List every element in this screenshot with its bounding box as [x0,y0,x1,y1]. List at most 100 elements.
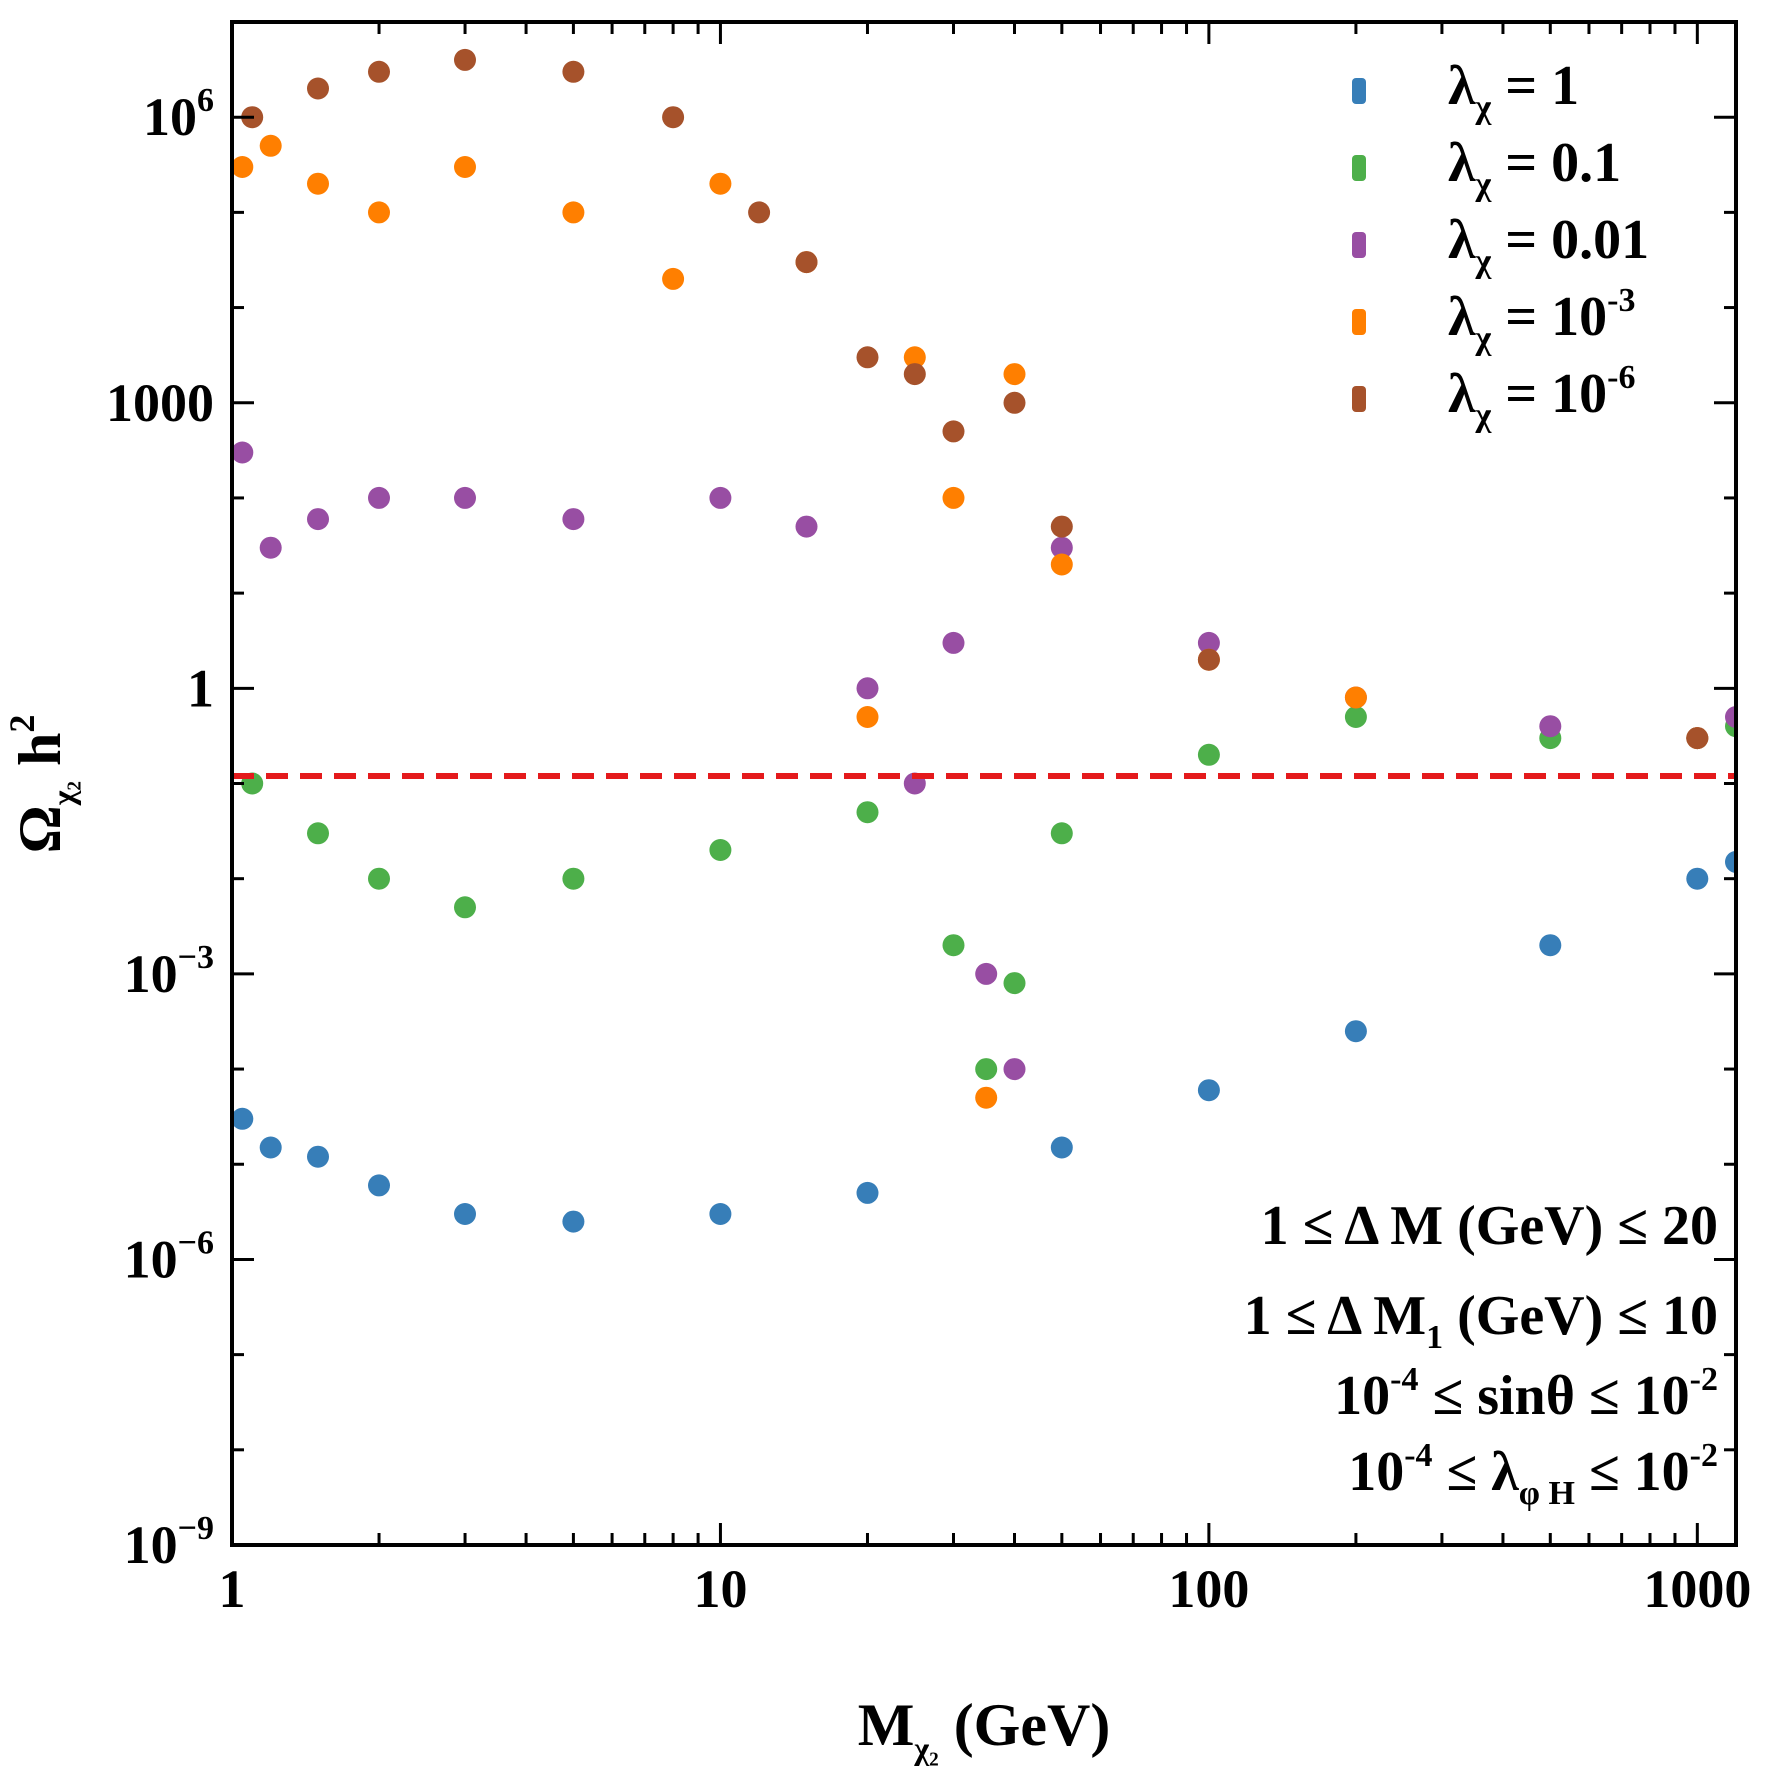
data-point [975,1086,998,1109]
data-point [1197,648,1220,671]
scatter-points [232,48,1736,1233]
data-point [1050,536,1073,559]
data-point [1539,715,1562,738]
data-point [562,201,585,224]
data-point [307,77,329,100]
data-point [232,441,254,464]
x-axis-label: Mχ₂ (GeV) [858,1692,1111,1766]
series-3 [232,441,1736,1081]
x-tick-label: 100 [1168,1559,1249,1619]
data-point [1050,515,1073,538]
data-point [307,172,329,195]
legend-label: λχ = 0.1 [1448,132,1621,203]
y-axis-label-sup: 2 [2,715,42,733]
data-point [975,962,998,985]
data-point [795,515,818,538]
y-axis-label: Ωχ₂ h2 [2,715,81,854]
data-point [1725,850,1736,873]
x-axis-label-sub: χ₂ [913,1730,938,1766]
x-axis-label-unit: (GeV) [954,1692,1111,1758]
data-point [454,896,476,919]
data-point [1003,391,1026,414]
data-point [259,536,282,559]
legend-marker [1352,386,1366,412]
data-point [856,706,879,728]
annotation-line: 1 ≤ Δ M (GeV) ≤ 20 [1261,1195,1718,1257]
data-point [259,134,282,157]
data-point [942,420,965,443]
y-tick-label: 10−3 [124,939,214,1004]
data-point [1050,822,1073,845]
data-point [1050,553,1073,576]
data-point [1344,1020,1367,1043]
data-point [454,486,476,509]
data-point [1197,631,1220,654]
y-tick-labels: 10−9 10−6 10−3 1 1000 106 [106,82,214,1575]
data-point [1344,706,1367,728]
y-axis-label-main: Ω [7,805,73,853]
y-tick-label: 106 [143,82,214,147]
legend-label: λχ = 10-6 [1448,359,1635,434]
data-point [454,156,476,178]
x-tick-label: 10 [693,1559,747,1619]
legend-marker [1352,309,1366,335]
x-tick-label: 1000 [1643,1559,1751,1619]
x-tick-labels: 1 10 100 1000 [219,1559,1752,1619]
data-point [1003,1058,1026,1081]
data-point [709,172,732,195]
legend-marker [1352,78,1366,104]
data-point [1344,686,1367,709]
y-tick-label: 1000 [106,373,214,433]
data-point [903,363,926,386]
data-point [856,801,879,824]
data-point [368,60,390,83]
data-point [1197,743,1220,766]
data-point [975,1058,998,1081]
data-point [368,1174,390,1197]
data-point [795,251,818,274]
y-axis-label-sub: χ₂ [45,781,81,806]
data-point [662,106,685,129]
data-point [368,867,390,890]
data-point [662,267,685,290]
data-point [1003,363,1026,386]
data-point [454,1203,476,1225]
data-point [307,822,329,845]
data-point [856,1181,879,1204]
data-point [562,508,585,531]
annotation-line: 1 ≤ Δ M1 (GeV) ≤ 10 [1244,1285,1718,1356]
data-point [856,677,879,700]
x-tick-label: 1 [219,1559,246,1619]
data-point [709,1203,732,1225]
legend-label: λχ = 10-3 [1448,282,1635,357]
data-point [562,60,585,83]
data-point [232,1107,254,1130]
legend-label: λχ = 0.01 [1448,209,1649,280]
y-axis-label-tail: h [7,733,73,766]
legend-marker [1352,155,1366,181]
annotation-line: 10-4 ≤ sinθ ≤ 10-2 [1334,1361,1718,1427]
data-point [232,156,254,178]
y-tick-label: 1 [187,658,214,718]
data-point [903,346,926,369]
data-point [562,867,585,890]
legend-label: λχ = 1 [1448,55,1579,126]
y-tick-label: 10−6 [124,1224,214,1289]
data-point [709,839,732,861]
series-1 [232,850,1736,1233]
data-point [1686,727,1709,750]
parameter-annotations: 1 ≤ Δ M (GeV) ≤ 201 ≤ Δ M1 (GeV) ≤ 1010-… [1244,1195,1718,1512]
data-point [307,508,329,531]
data-point [368,486,390,509]
data-point [454,48,476,71]
data-point [1003,972,1026,995]
legend-marker [1352,232,1366,258]
data-point [709,486,732,509]
y-tick-label: 10−9 [124,1510,214,1575]
data-point [856,346,879,369]
x-axis-label-main: M [858,1692,915,1758]
data-point [562,1210,585,1233]
annotation-line: 10-4 ≤ λφ H ≤ 10-2 [1348,1437,1718,1512]
data-point [1539,934,1562,957]
